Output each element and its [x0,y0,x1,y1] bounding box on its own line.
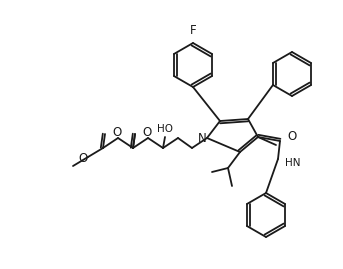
Text: O: O [78,153,87,165]
Text: O: O [112,126,121,139]
Text: HO: HO [157,124,173,134]
Text: N: N [198,132,206,144]
Text: F: F [190,24,196,37]
Text: O: O [287,130,296,143]
Text: O: O [142,126,151,139]
Text: HN: HN [285,158,300,168]
